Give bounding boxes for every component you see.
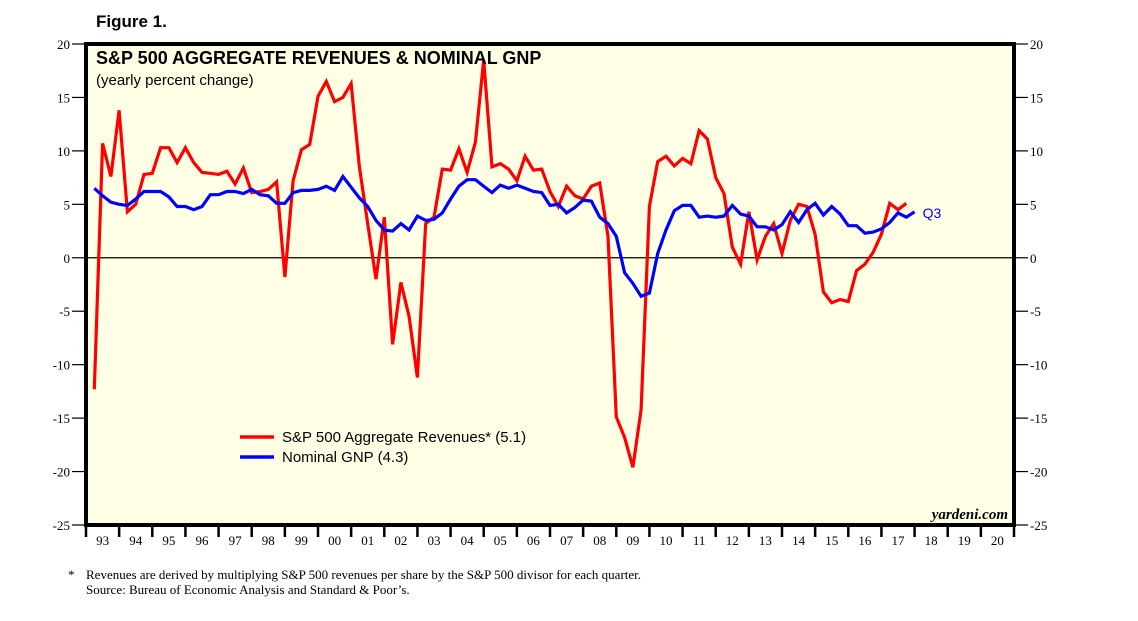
x-tick-label: 06	[527, 533, 541, 548]
plot-background	[86, 44, 1014, 525]
x-tick-label: 17	[892, 533, 906, 548]
y-tick-label-left: 5	[64, 197, 71, 212]
x-tick-label: 05	[494, 533, 507, 548]
footnote-marker: *	[68, 567, 75, 582]
x-tick-label: 18	[925, 533, 938, 548]
legend-label-revenues: S&P 500 Aggregate Revenues* (5.1)	[282, 429, 526, 446]
end-annotation: Q3	[923, 205, 942, 221]
chart-title: S&P 500 AGGREGATE REVENUES & NOMINAL GNP	[96, 48, 541, 68]
x-tick-label: 20	[991, 533, 1004, 548]
x-tick-label: 00	[328, 533, 341, 548]
y-tick-label-left: -15	[53, 411, 70, 426]
x-tick-label: 16	[858, 533, 872, 548]
x-tick-label: 98	[262, 533, 275, 548]
legend: S&P 500 Aggregate Revenues* (5.1) Nomina…	[240, 429, 526, 466]
x-tick-label: 13	[759, 533, 772, 548]
y-tick-label-right: 10	[1030, 144, 1043, 159]
x-tick-label: 04	[461, 533, 475, 548]
x-tick-label: 19	[958, 533, 971, 548]
x-tick-label: 94	[129, 533, 143, 548]
figure-label: Figure 1.	[96, 12, 167, 31]
x-tick-label: 15	[825, 533, 838, 548]
x-tick-label: 93	[96, 533, 109, 548]
y-tick-label-left: -5	[59, 304, 70, 319]
x-tick-label: 11	[693, 533, 706, 548]
y-axis-right: 20 15 10 5 0 -5 -10 -15 -20 -25	[1014, 37, 1047, 533]
x-tick-label: 99	[295, 533, 308, 548]
y-tick-label-left: 0	[64, 251, 71, 266]
footnote-text-1: Revenues are derived by multiplying S&P …	[86, 567, 642, 582]
x-tick-label: 02	[394, 533, 407, 548]
x-tick-label: 95	[162, 533, 175, 548]
x-tick-label: 03	[428, 533, 441, 548]
series-line-gnp	[93, 173, 916, 299]
footnote-line-1: * Revenues are derived by multiplying S&P…	[68, 567, 641, 583]
y-tick-label-right: 5	[1030, 197, 1037, 212]
x-tick-label: 96	[196, 533, 210, 548]
y-axis-left: 20 15 10 5 0 -5 -10 -15 -20 -25	[53, 37, 86, 533]
chart-subtitle: (yearly percent change)	[96, 72, 254, 89]
chart: 20 15 10 5 0 -5 -10 -15 -20 -25 20 15 10 5 0 -5 -10 -15 -…	[53, 37, 1048, 548]
x-tick-label: 14	[792, 533, 806, 548]
y-tick-label-left: 10	[57, 144, 70, 159]
y-tick-label-right: 0	[1030, 251, 1037, 266]
x-tick-label: 12	[726, 533, 739, 548]
y-tick-label-left: 15	[57, 90, 70, 105]
x-tick-label: 97	[229, 533, 243, 548]
y-tick-label-right: -5	[1030, 304, 1041, 319]
y-tick-label-left: -10	[53, 358, 70, 373]
watermark: yardeni.com	[930, 507, 1008, 523]
y-tick-label-right: -25	[1030, 518, 1047, 533]
y-tick-label-right: -20	[1030, 465, 1047, 480]
x-tick-label: 09	[626, 533, 639, 548]
y-tick-label-right: -15	[1030, 411, 1047, 426]
y-tick-label-left: 20	[57, 37, 70, 52]
y-tick-label-left: -20	[53, 465, 70, 480]
x-tick-label: 07	[560, 533, 574, 548]
y-tick-label-right: -10	[1030, 358, 1047, 373]
y-tick-label-right: 15	[1030, 90, 1043, 105]
y-tick-label-right: 20	[1030, 37, 1043, 52]
y-tick-label-left: -25	[53, 518, 70, 533]
plot-frame	[84, 42, 1016, 527]
x-tick-label: 10	[660, 533, 673, 548]
x-tick-label: 08	[593, 533, 606, 548]
series-layer	[92, 59, 916, 468]
footnote-line-2: Source: Bureau of Economic Analysis and …	[86, 582, 410, 597]
legend-label-gnp: Nominal GNP (4.3)	[282, 449, 408, 466]
x-axis: 93 94 95 96 97 98 99 00 01 02 03 04 05 06 07 08 09 10 11 12…	[84, 525, 1016, 548]
x-tick-label: 01	[361, 533, 374, 548]
